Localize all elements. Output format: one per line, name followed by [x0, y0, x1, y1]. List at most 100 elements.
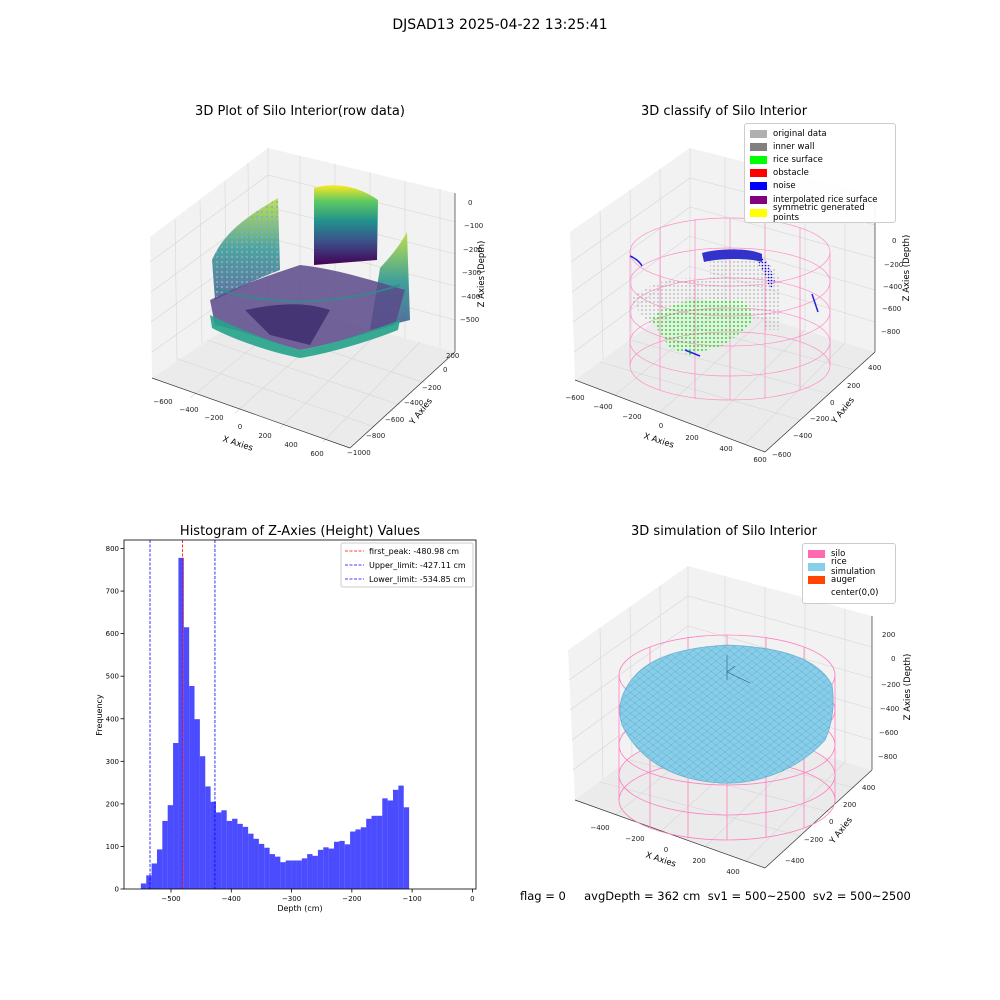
raw-plot-title: 3D Plot of Silo Interior(row data): [195, 104, 405, 119]
simulation-legend-label: silo: [831, 548, 846, 559]
classify-legend-label: inner wall: [773, 141, 815, 152]
histogram-bar: [248, 833, 254, 889]
histogram-y-tick-label: 500: [106, 673, 119, 681]
histogram-chart: −500 −400 −300 −200 −100 0 0 100 200 300 400 500 60…: [95, 539, 477, 913]
histogram-bar: [360, 827, 367, 889]
histogram-bar: [312, 855, 318, 889]
classify-legend-label: noise: [773, 181, 796, 192]
histogram-bar: [398, 785, 404, 889]
raw-x-tick-4: 200: [258, 432, 271, 440]
histogram-bar: [237, 823, 243, 889]
simulation-legend-label: center(0,0): [831, 588, 879, 599]
classify-z-label: Z Axies (Depth): [902, 235, 912, 302]
raw-x-tick-6: 600: [310, 450, 323, 458]
histogram-bar: [301, 858, 308, 889]
histogram-bar: [156, 849, 163, 889]
histogram-bar: [205, 786, 211, 889]
classify-legend-swatch: [750, 155, 767, 164]
classify-legend-item: rice surface: [750, 153, 890, 166]
rice-simulation-mesh: [619, 645, 834, 784]
raw-z-label: Z Axies (Depth): [477, 241, 487, 308]
legend-first-peak: first_peak: -480.98 cm: [369, 547, 459, 556]
simulation-y-ticks: 400 200 0 −200 −400: [785, 784, 875, 865]
classify-legend-swatch: [750, 182, 767, 191]
histogram-bar: [274, 856, 281, 889]
classify-legend-label: obstacle: [773, 168, 809, 179]
raw-z-tick-1: −100: [464, 222, 483, 230]
raw-y-tick-2: −200: [422, 384, 441, 392]
histogram-bar: [333, 841, 340, 889]
classify-z-tick-0: 0: [892, 237, 896, 245]
raw-x-tick-5: 400: [284, 441, 297, 449]
raw-y-ticks: 200 0 −200 −400 −600 −800 −1000: [347, 352, 459, 457]
histogram-bar: [183, 627, 190, 889]
raw-y-tick-6: −1000: [347, 449, 371, 457]
histogram-vlines: [149, 540, 216, 889]
histogram-bar: [317, 849, 324, 889]
classify-legend-swatch: [750, 195, 767, 204]
histogram-bar: [189, 685, 195, 889]
classify-z-tick-2: −400: [883, 283, 902, 291]
classify-x-ticks: −600 −400 −200 0 200 400 600: [565, 394, 766, 464]
simulation-x-label: X Axies: [644, 850, 677, 869]
simulation-x-tick-3: 200: [692, 857, 705, 865]
histogram-bar: [258, 843, 265, 889]
raw-z-tick-4: −400: [461, 293, 480, 301]
classify-legend-swatch: [750, 208, 767, 217]
simulation-z-tick-1: 0: [891, 655, 895, 663]
legend-upper-limit: Upper_limit: -427.11 cm: [369, 561, 466, 570]
histogram-bar: [339, 840, 345, 889]
classify-y-tick-0: 400: [868, 364, 881, 372]
legend-lower-limit: Lower_limit: -534.85 cm: [369, 575, 466, 584]
histogram-x-ticks: −500 −400 −300 −200 −100 0: [161, 889, 475, 903]
simulation-z-ticks: 200 0 −200 −400 −600 −800: [878, 631, 900, 761]
histogram-y-tick-label: 0: [115, 886, 119, 894]
histogram-y-ticks: 0 100 200 300 400 500 600 700 800: [106, 545, 124, 894]
histogram-x-tick-label: −100: [402, 895, 421, 903]
classify-x-tick-1: −400: [593, 403, 612, 411]
histogram-bar: [366, 818, 372, 889]
classify-legend-item: obstacle: [750, 167, 890, 180]
simulation-z-tick-2: −200: [881, 681, 900, 689]
classify-x-tick-2: −200: [622, 413, 641, 421]
simulation-legend-item: auger: [808, 573, 890, 586]
classify-legend-item: symmetric generated points: [750, 203, 890, 223]
raw-z-tick-3: −300: [462, 269, 481, 277]
classify-legend-swatch: [750, 169, 767, 178]
histogram-bar: [350, 831, 356, 889]
simulation-legend-item: center(0,0): [808, 587, 890, 600]
figure-title: DJSAD13 2025-04-22 13:25:41: [392, 17, 608, 33]
raw-z-tick-5: −500: [460, 316, 479, 324]
raw-y-tick-3: −400: [404, 399, 423, 407]
classify-legend-item: noise: [750, 180, 890, 193]
histogram-bar: [382, 798, 388, 889]
simulation-x-tick-4: 400: [726, 868, 739, 876]
histogram-bar: [371, 815, 377, 889]
histogram-x-tick-label: −400: [222, 895, 241, 903]
simulation-z-tick-4: −600: [879, 729, 898, 737]
histogram-bar: [296, 860, 302, 889]
classify-x-tick-0: −600: [565, 394, 584, 402]
classify-x-tick-6: 600: [753, 456, 766, 464]
classify-legend-label: interpolated rice surface: [773, 194, 878, 205]
histogram-bar: [269, 854, 275, 889]
histogram-bar: [162, 820, 168, 889]
histogram-bar: [376, 815, 383, 889]
raw-axes: [151, 193, 456, 449]
histogram-bar: [199, 756, 206, 889]
classify-3d-plot: −600 −400 −200 0 200 400 600 X Axies 400…: [565, 148, 912, 464]
raw-x-tick-1: −400: [179, 406, 198, 414]
histogram-bar: [226, 820, 233, 889]
simulation-legend-item: rice simulation: [808, 557, 890, 577]
histogram-bars: [140, 557, 410, 889]
classify-x-label: X Axies: [642, 431, 675, 450]
histogram-x-tick-label: −200: [342, 895, 361, 903]
histogram-bar: [328, 848, 334, 889]
histogram-legend: first_peak: -480.98 cm Upper_limit: -427…: [340, 542, 474, 588]
classify-y-tick-1: 200: [847, 382, 860, 390]
raw-y-tick-0: 200: [446, 352, 459, 360]
histogram-bar: [291, 860, 297, 889]
simulation-legend-swatch: [808, 562, 825, 571]
classify-legend-swatch: [750, 142, 767, 151]
histogram-bar: [393, 789, 399, 889]
